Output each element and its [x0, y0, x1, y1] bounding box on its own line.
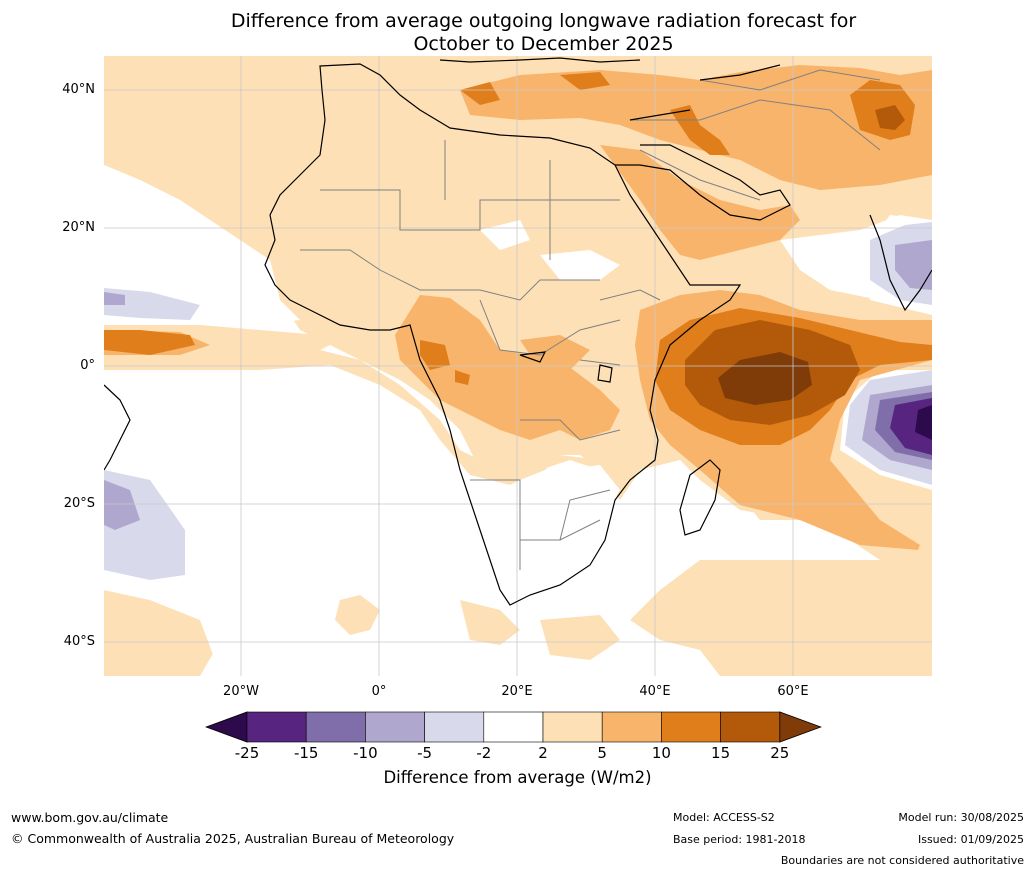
coastlines [104, 57, 932, 606]
footer-issued: Issued: 01/09/2025 [917, 833, 1024, 846]
olr-anomaly-map [104, 56, 932, 676]
colorbar-segment [661, 711, 721, 743]
colorbar [205, 711, 822, 743]
lon-tick-20w: 20°W [223, 684, 259, 699]
footer-url[interactable]: www.bom.gov.au/climate [11, 810, 169, 825]
colorbar-segment [720, 711, 781, 743]
map-panel [104, 56, 932, 676]
colorbar-extend-high [779, 711, 822, 743]
title-line-1: Difference from average outgoing longwav… [230, 10, 857, 32]
lat-tick-20s: 20°S [63, 496, 95, 511]
colorbar-segment [542, 711, 603, 743]
footer-disclaimer: Boundaries are not considered authoritat… [780, 854, 1024, 867]
colorbar-tick-label: -5 [417, 744, 433, 762]
footer-model: Model: ACCESS-S2 [673, 811, 775, 824]
colorbar-tick-label: 25 [770, 744, 790, 762]
lon-tick-0: 0° [371, 684, 387, 699]
colorbar-segment [305, 711, 366, 743]
lat-tick-20n: 20°N [62, 220, 95, 235]
footer-copyright: © Commonwealth of Australia 2025, Austra… [11, 831, 455, 846]
anomaly-fill-darkest-brown [718, 352, 812, 405]
colorbar-tick-label: 15 [711, 744, 731, 762]
colorbar-tick-label: -15 [293, 744, 319, 762]
lat-tick-40n: 40°N [62, 82, 95, 97]
footer-model-run: Model run: 30/08/2025 [898, 811, 1024, 824]
colorbar-segment [424, 711, 485, 743]
colorbar-segment [365, 711, 425, 743]
colorbar-segment [246, 711, 307, 743]
title-line-2: October to December 2025 [413, 33, 674, 55]
lon-tick-60e: 60°E [777, 684, 809, 699]
colorbar-tick-label: -2 [476, 744, 492, 762]
lat-tick-equator: 0° [80, 358, 95, 373]
lon-tick-40e: 40°E [639, 684, 671, 699]
colorbar-tick-label: 10 [651, 744, 671, 762]
lon-tick-20e: 20°E [501, 684, 533, 699]
colorbar-segment [483, 711, 544, 743]
gridlines [104, 56, 932, 676]
lat-tick-40s: 40°S [63, 634, 95, 649]
country-borders [300, 69, 881, 570]
anomaly-fill-deep-purple [915, 405, 932, 440]
colorbar-extend-low [205, 711, 248, 743]
colorbar-tick-label: 2 [538, 744, 548, 762]
colorbar-tick-label: -10 [353, 744, 378, 762]
colorbar-segment [601, 711, 662, 743]
colorbar-tick-label: 5 [597, 744, 607, 762]
footer-base-period: Base period: 1981-2018 [673, 833, 806, 846]
chart-title: Difference from average outgoing longwav… [0, 10, 1035, 56]
colorbar-tick-label: -25 [234, 744, 260, 762]
colorbar-label: Difference from average (W/m2) [383, 768, 652, 787]
